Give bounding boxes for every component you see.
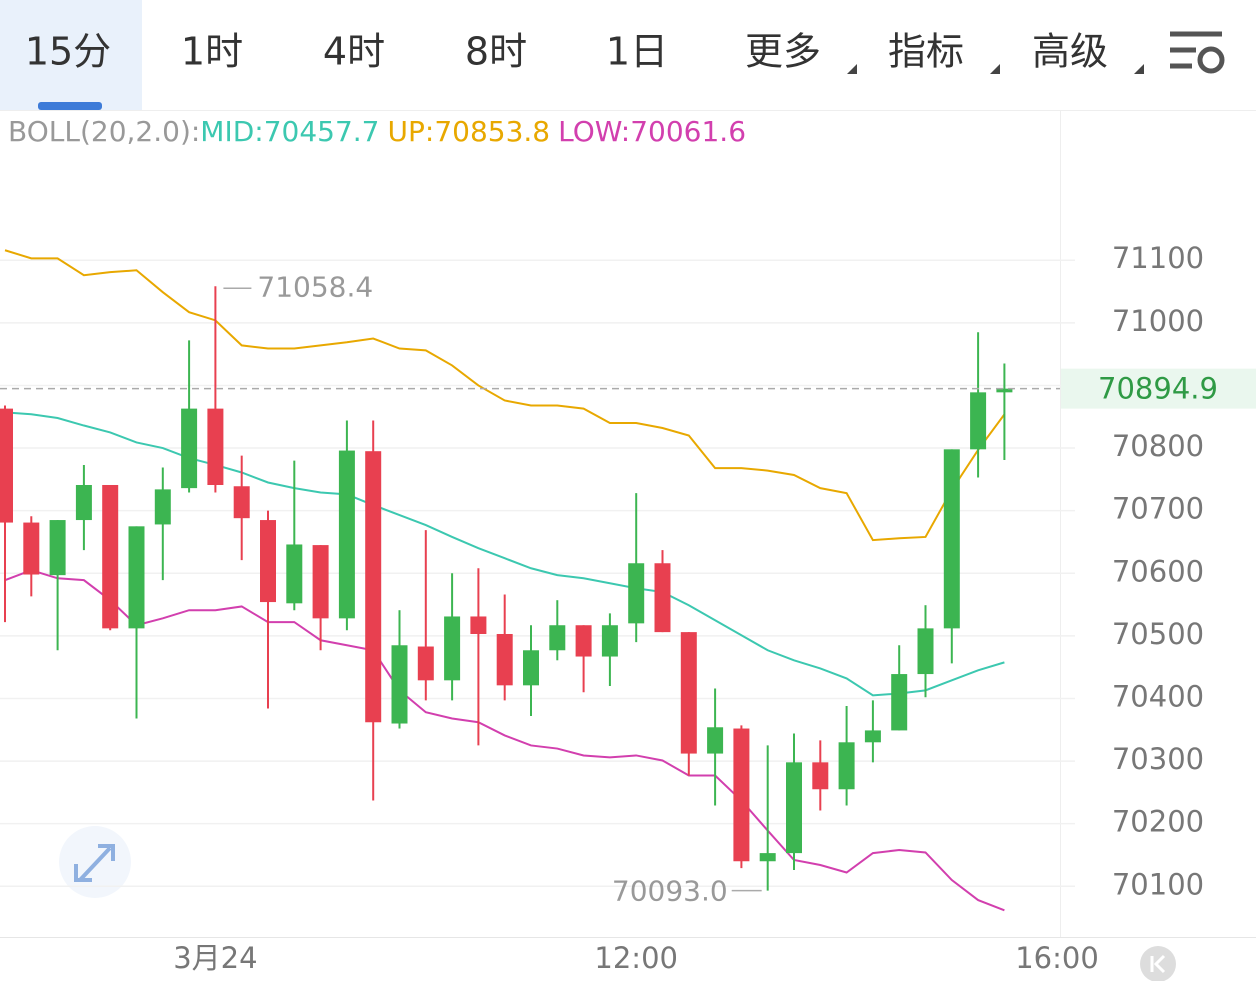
selected-tab-bg [0,0,142,110]
candle-body [943,449,960,629]
selected-tab-indicator [38,102,102,110]
candle-body [417,646,434,681]
candle-body [102,484,119,629]
candle-body [496,633,513,686]
candle-body [628,563,645,624]
candle-body [338,450,355,619]
expand-icon [74,844,115,882]
candle-body [391,645,408,724]
y-tick-label: 70700 [1112,492,1204,526]
boll-line [4,569,1005,912]
candle-body [207,408,224,485]
legend-item: LOW:70061.6 [558,115,746,148]
candle-body [996,388,1013,393]
candle-body [786,762,802,854]
x-tick-label: 16:00 [1015,941,1099,975]
candle-body [891,674,908,731]
y-tick-label: 70500 [1112,617,1204,651]
tab-label[interactable]: 8时 [465,30,527,74]
dropdown-caret [1134,64,1144,74]
y-tick-label: 70800 [1112,429,1204,463]
boll-line [4,249,1006,542]
candle-body [470,616,487,634]
candle-body [181,408,198,489]
candle-body [260,520,276,603]
candle-body [970,392,987,450]
candle-body [601,625,618,657]
settings-icon[interactable] [1170,31,1225,74]
candle-body [23,522,40,575]
candle-body [312,545,329,619]
y-tick-label: 70200 [1112,805,1204,839]
annotation-label: 70093.0 [612,875,728,908]
candle-body [75,484,92,521]
candle-body [365,451,382,723]
tab-label[interactable]: 1时 [181,30,243,74]
annotation-label: 71058.4 [257,270,373,303]
y-tick-label: 71000 [1112,304,1204,338]
candle-body [523,650,539,686]
scroll-icon [1150,954,1166,974]
legend-item: MID:70457.7 [200,115,379,148]
last-price-label: 70894.9 [1098,372,1218,406]
candle-body [549,625,566,651]
candle-body [812,762,829,790]
candle-body [128,526,145,629]
candle-body [154,489,171,525]
candle-body [233,486,250,519]
candle-body [838,742,855,790]
candle-body [286,544,303,604]
dropdown-caret [990,64,1000,74]
y-tick-label: 70400 [1112,679,1204,713]
dropdown-caret [847,64,857,74]
tab-label[interactable]: 指标 [888,30,964,74]
candle-body [707,727,724,754]
candle-body [864,730,881,743]
last-price-bg [1061,368,1256,409]
icon-gear [1197,46,1225,74]
candle-body [444,616,461,681]
candle-body [0,408,13,523]
candle-body [917,628,934,675]
boll-line [4,411,1005,697]
candle-body [654,563,671,633]
expand-button[interactable] [59,826,131,898]
tab-label[interactable]: 高级 [1032,30,1108,74]
x-tick-label: 12:00 [594,941,678,975]
candle-body [733,728,750,862]
tab-label[interactable]: 15分 [25,30,111,74]
candle-body [49,520,66,576]
scroll-back-button[interactable] [1140,946,1176,981]
candle-body [759,853,776,862]
x-tick-label: 3月24 [173,941,257,975]
y-tick-label: 70100 [1112,867,1204,901]
y-tick-label: 71100 [1112,241,1204,275]
candle-body [680,632,697,754]
tab-label[interactable]: 更多 [745,30,821,74]
legend-item: UP:70853.8 [388,115,551,148]
legend: BOLL(20,2.0):MID:70457.7 UP:70853.8 LOW:70… [8,115,746,148]
candle-body [575,625,592,657]
legend-item: BOLL(20,2.0): [8,115,200,148]
y-tick-label: 70300 [1112,742,1204,776]
tab-label[interactable]: 1日 [606,30,668,74]
y-tick-label: 70600 [1112,554,1204,588]
tab-label[interactable]: 4时 [323,30,385,74]
